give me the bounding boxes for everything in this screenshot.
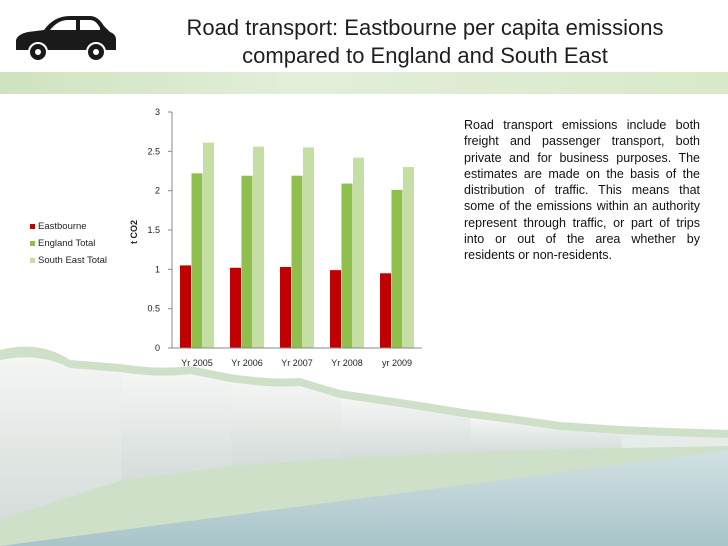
bar-chart: 00.511.522.53 Yr 2005 Yr 2006 Yr 2007 Yr 20…	[129, 107, 422, 368]
x-axis-labels: Yr 2005 Yr 2006 Yr 2007 Yr 2008 yr 2009	[181, 358, 412, 368]
legend-item-south-east: South East Total	[30, 252, 107, 269]
header-band	[0, 72, 728, 94]
page-title: Road transport: Eastbourne per capita em…	[186, 15, 664, 68]
chart-legend: Eastbourne England Total South East Tota…	[30, 218, 107, 269]
bar-eastbourne	[230, 267, 241, 348]
bar-eastbourne	[330, 270, 341, 348]
bar-eastbourne	[280, 266, 291, 348]
y-tick-label: 2	[155, 186, 160, 196]
legend-label: England Total	[38, 238, 96, 249]
x-tick-label: Yr 2007	[281, 358, 313, 368]
y-tick-label: 3	[155, 107, 160, 117]
legend-swatch-south-east	[30, 258, 35, 263]
legend-item-eastbourne: Eastbourne	[30, 218, 107, 235]
bar-england	[291, 175, 303, 348]
y-tick-label: 0	[155, 343, 160, 353]
bar-south-east	[403, 167, 414, 348]
bar-south-east	[353, 157, 364, 348]
y-tick-label: 1	[155, 264, 160, 274]
bars-group	[180, 142, 414, 348]
bar-england	[341, 183, 353, 348]
y-axis-label: t CO2	[129, 220, 139, 244]
bar-england	[191, 173, 203, 348]
white-cliffs-photo	[0, 330, 728, 546]
bar-england	[391, 189, 403, 348]
legend-item-england: England Total	[30, 235, 107, 252]
bar-south-east	[203, 142, 214, 348]
legend-label: South East Total	[38, 255, 108, 266]
bar-south-east	[303, 147, 314, 348]
y-tick-label: 0.5	[147, 304, 160, 314]
description-text: Road transport emissions include both fr…	[464, 118, 700, 263]
legend-label: Eastbourne	[38, 221, 87, 232]
y-tick-label: 2.5	[147, 146, 160, 156]
x-tick-label: Yr 2008	[331, 358, 363, 368]
y-axis-ticks: 0 0.5 1 1.5 2 2.5 3	[147, 107, 172, 353]
bar-south-east	[253, 146, 264, 348]
legend-swatch-eastbourne	[30, 224, 35, 229]
car-icon	[16, 16, 116, 62]
legend-swatch-england	[30, 241, 35, 246]
x-tick-label: Yr 2006	[231, 358, 263, 368]
bar-eastbourne	[180, 265, 191, 348]
bar-eastbourne	[380, 273, 391, 348]
x-tick-label: yr 2009	[382, 358, 412, 368]
y-tick-label: 1.5	[147, 225, 160, 235]
x-tick-label: Yr 2005	[181, 358, 213, 368]
bar-england	[241, 175, 253, 348]
